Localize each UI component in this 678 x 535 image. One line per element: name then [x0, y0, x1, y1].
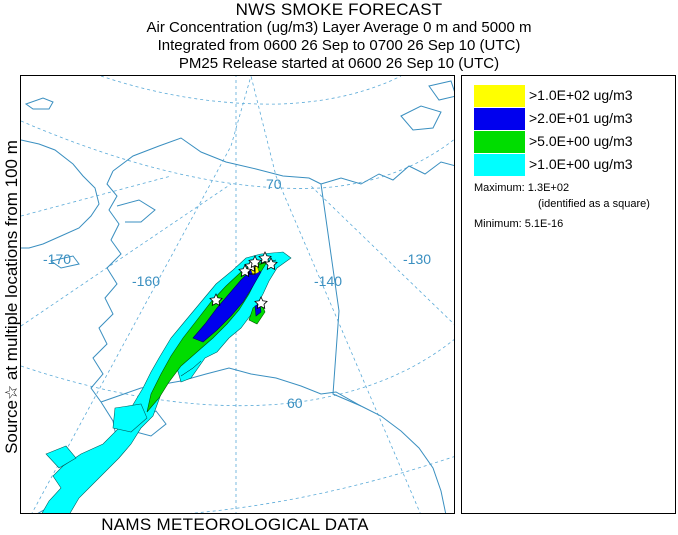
canada-islands — [400, 80, 454, 131]
alaska-map: -170 -160 -140 -130 70 60 — [21, 76, 454, 513]
longitude-line-140 — [250, 76, 421, 513]
canada-arctic-coast — [320, 161, 454, 185]
longitude-line-170 — [21, 183, 232, 327]
graticule — [21, 76, 454, 513]
forecast-title: NWS SMOKE FORECAST — [235, 0, 443, 19]
forecast-subtitle-release: PM25 Release started at 0600 26 Sep 10 (… — [178, 55, 500, 72]
legend-label-level-2: >5.0E+00 ug/m3 — [529, 133, 633, 149]
latitude-label: 60 — [287, 395, 303, 411]
chukotka-coast — [21, 139, 100, 249]
forecast-subtitle-concentration: Air Concentration (ug/m3) Layer Average … — [146, 19, 532, 36]
legend-swatch-level-4 — [474, 85, 525, 107]
meteorological-data-label: NAMS METEOROLOGICAL DATA — [101, 515, 369, 534]
longitude-label: -170 — [43, 251, 71, 267]
longitude-label: -160 — [132, 273, 160, 289]
latitude-line-80 — [100, 76, 402, 105]
legend-swatch-level-2 — [474, 131, 525, 153]
st-lawrence-island — [49, 255, 80, 269]
legend-label-level-3: >2.0E+01 ug/m3 — [529, 110, 633, 126]
legend-label-level-1: >1.0E+00 ug/m3 — [529, 156, 633, 172]
plume-level-3 — [192, 267, 262, 343]
forecast-subtitle-integration: Integrated from 0600 26 Sep to 0700 26 S… — [157, 37, 521, 54]
source-star — [209, 293, 223, 307]
latitude-line-60 — [21, 339, 454, 407]
legend-label-level-4: >1.0E+02 ug/m3 — [529, 87, 633, 103]
source-star — [238, 264, 252, 278]
alaska-canada-border — [320, 183, 362, 407]
longitude-line-160 — [31, 76, 252, 513]
plume-level-1-patch-b — [45, 445, 77, 469]
seward-peninsula — [116, 199, 156, 223]
longitude-label: -130 — [403, 251, 431, 267]
wrangel-island — [24, 97, 54, 110]
source-markers — [209, 251, 278, 310]
maximum-note: (identified as a square) — [538, 198, 650, 210]
latitude-label: 70 — [266, 176, 282, 192]
gulf-of-alaska-coast — [100, 367, 447, 513]
minimum-value: Minimum: 5.1E-16 — [474, 218, 564, 230]
latitude-line-70 — [21, 120, 454, 189]
source-location-label: Source☆ at multiple locations from 100 m — [2, 140, 21, 454]
longitude-label: -140 — [314, 273, 342, 289]
plume-level-1-patch-a — [112, 403, 148, 433]
source-star — [254, 296, 268, 310]
source-star — [264, 257, 278, 271]
alaska-north-coast — [112, 137, 322, 185]
source-star — [258, 251, 272, 265]
map-panel: -170 -160 -140 -130 70 60 — [20, 75, 455, 514]
source-star — [248, 255, 262, 269]
legend-swatch-level-3 — [474, 108, 525, 130]
maximum-value: Maximum: 1.3E+02 — [474, 182, 570, 194]
smoke-plume — [41, 251, 292, 513]
alaska-west-coast — [90, 170, 122, 403]
legend-panel: >1.0E+02 ug/m3 >2.0E+01 ug/m3 >5.0E+00 u… — [461, 75, 676, 514]
longitude-line-180 — [21, 175, 172, 217]
longitude-line-130 — [310, 185, 454, 325]
legend-swatch-level-1 — [474, 154, 525, 176]
